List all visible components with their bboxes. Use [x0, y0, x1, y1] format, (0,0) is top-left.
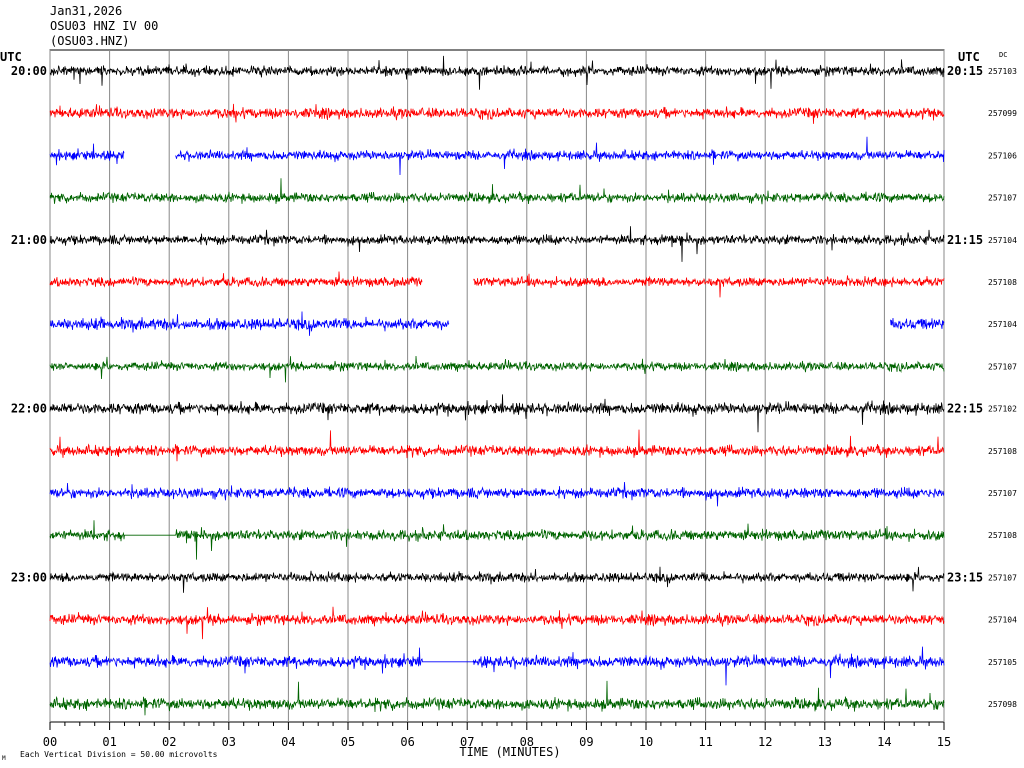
- x-tick-label: 08: [520, 735, 534, 749]
- seismic-trace: [49, 680, 945, 716]
- seismic-trace: [49, 394, 945, 433]
- seismic-trace: [49, 429, 945, 462]
- seismic-trace: [49, 520, 945, 560]
- dc-value-label: 257108: [988, 531, 1017, 540]
- dc-value-label: 257098: [988, 700, 1017, 709]
- x-tick-label: 04: [281, 735, 295, 749]
- x-axis-label: TIME (MINUTES): [459, 745, 560, 759]
- x-tick-label: 09: [579, 735, 593, 749]
- dc-value-label: 257102: [988, 405, 1017, 414]
- x-tick-label: 13: [818, 735, 832, 749]
- end-time-label: 22:15: [947, 402, 983, 416]
- hour-label: 21:00: [11, 233, 47, 247]
- x-tick-label: 03: [222, 735, 236, 749]
- x-tick-label: 15: [937, 735, 951, 749]
- station-label: OSU03 HNZ IV 00: [50, 19, 159, 33]
- vertical-division-note: Each Vertical Division = 50.00 microvolt…: [20, 750, 218, 759]
- end-time-label: 20:15: [947, 64, 983, 78]
- grid: [49, 49, 945, 730]
- dc-value-label: 257099: [988, 109, 1017, 118]
- x-tick-label: 02: [162, 735, 176, 749]
- x-tick-label: 12: [758, 735, 772, 749]
- seismic-trace: [49, 311, 945, 336]
- channel-label: (OSU03.HNZ): [50, 34, 130, 48]
- seismic-trace: [49, 103, 945, 124]
- dc-value-label: 257104: [988, 320, 1017, 329]
- dc-value-label: 257107: [988, 194, 1017, 203]
- dc-value-label: 257107: [988, 489, 1017, 498]
- dc-value-label: 257106: [988, 151, 1017, 160]
- x-tick-label: 11: [698, 735, 712, 749]
- dc-value-label: 257107: [988, 573, 1017, 582]
- dc-value-label: 257108: [988, 278, 1017, 287]
- right-utc-label: UTC: [958, 50, 980, 64]
- dc-value-label: 257103: [988, 67, 1017, 76]
- x-tick-label: 05: [341, 735, 355, 749]
- seismic-trace: [49, 178, 945, 205]
- x-tick-label: 06: [400, 735, 414, 749]
- date-label: Jan31,2026: [50, 4, 123, 18]
- end-time-label: 21:15: [947, 233, 983, 247]
- traces: [49, 55, 945, 716]
- x-tick-label: 14: [877, 735, 891, 749]
- dc-value-label: 257108: [988, 447, 1017, 456]
- dc-column-label: DC: [999, 51, 1007, 59]
- seismic-trace: [49, 606, 945, 640]
- hour-label: 22:00: [11, 402, 47, 416]
- x-tick-label: 01: [102, 735, 116, 749]
- seismic-trace: [49, 355, 945, 383]
- end-time-label: 23:15: [947, 570, 983, 584]
- hour-label: 23:00: [11, 570, 47, 584]
- footer-mark: M: [2, 755, 6, 762]
- seismic-trace: [49, 55, 945, 90]
- seismic-trace: [49, 481, 945, 507]
- hour-label: 20:00: [11, 64, 47, 78]
- seismic-trace: [49, 566, 945, 593]
- seismic-trace: [49, 271, 945, 298]
- dc-value-label: 257104: [988, 236, 1017, 245]
- seismic-trace: [49, 226, 945, 262]
- x-tick-label: 07: [460, 735, 474, 749]
- dc-value-label: 257107: [988, 362, 1017, 371]
- seismic-trace: [49, 646, 945, 686]
- left-utc-label: UTC: [0, 50, 22, 64]
- labels: 20:00 20:15 257103 257099 257106 257107 21:00 2…: [0, 50, 1017, 762]
- seismic-trace: [49, 136, 945, 176]
- x-tick-label: 10: [639, 735, 653, 749]
- dc-value-label: 257104: [988, 616, 1017, 625]
- x-tick-label: 00: [43, 735, 57, 749]
- dc-value-label: 257105: [988, 658, 1017, 667]
